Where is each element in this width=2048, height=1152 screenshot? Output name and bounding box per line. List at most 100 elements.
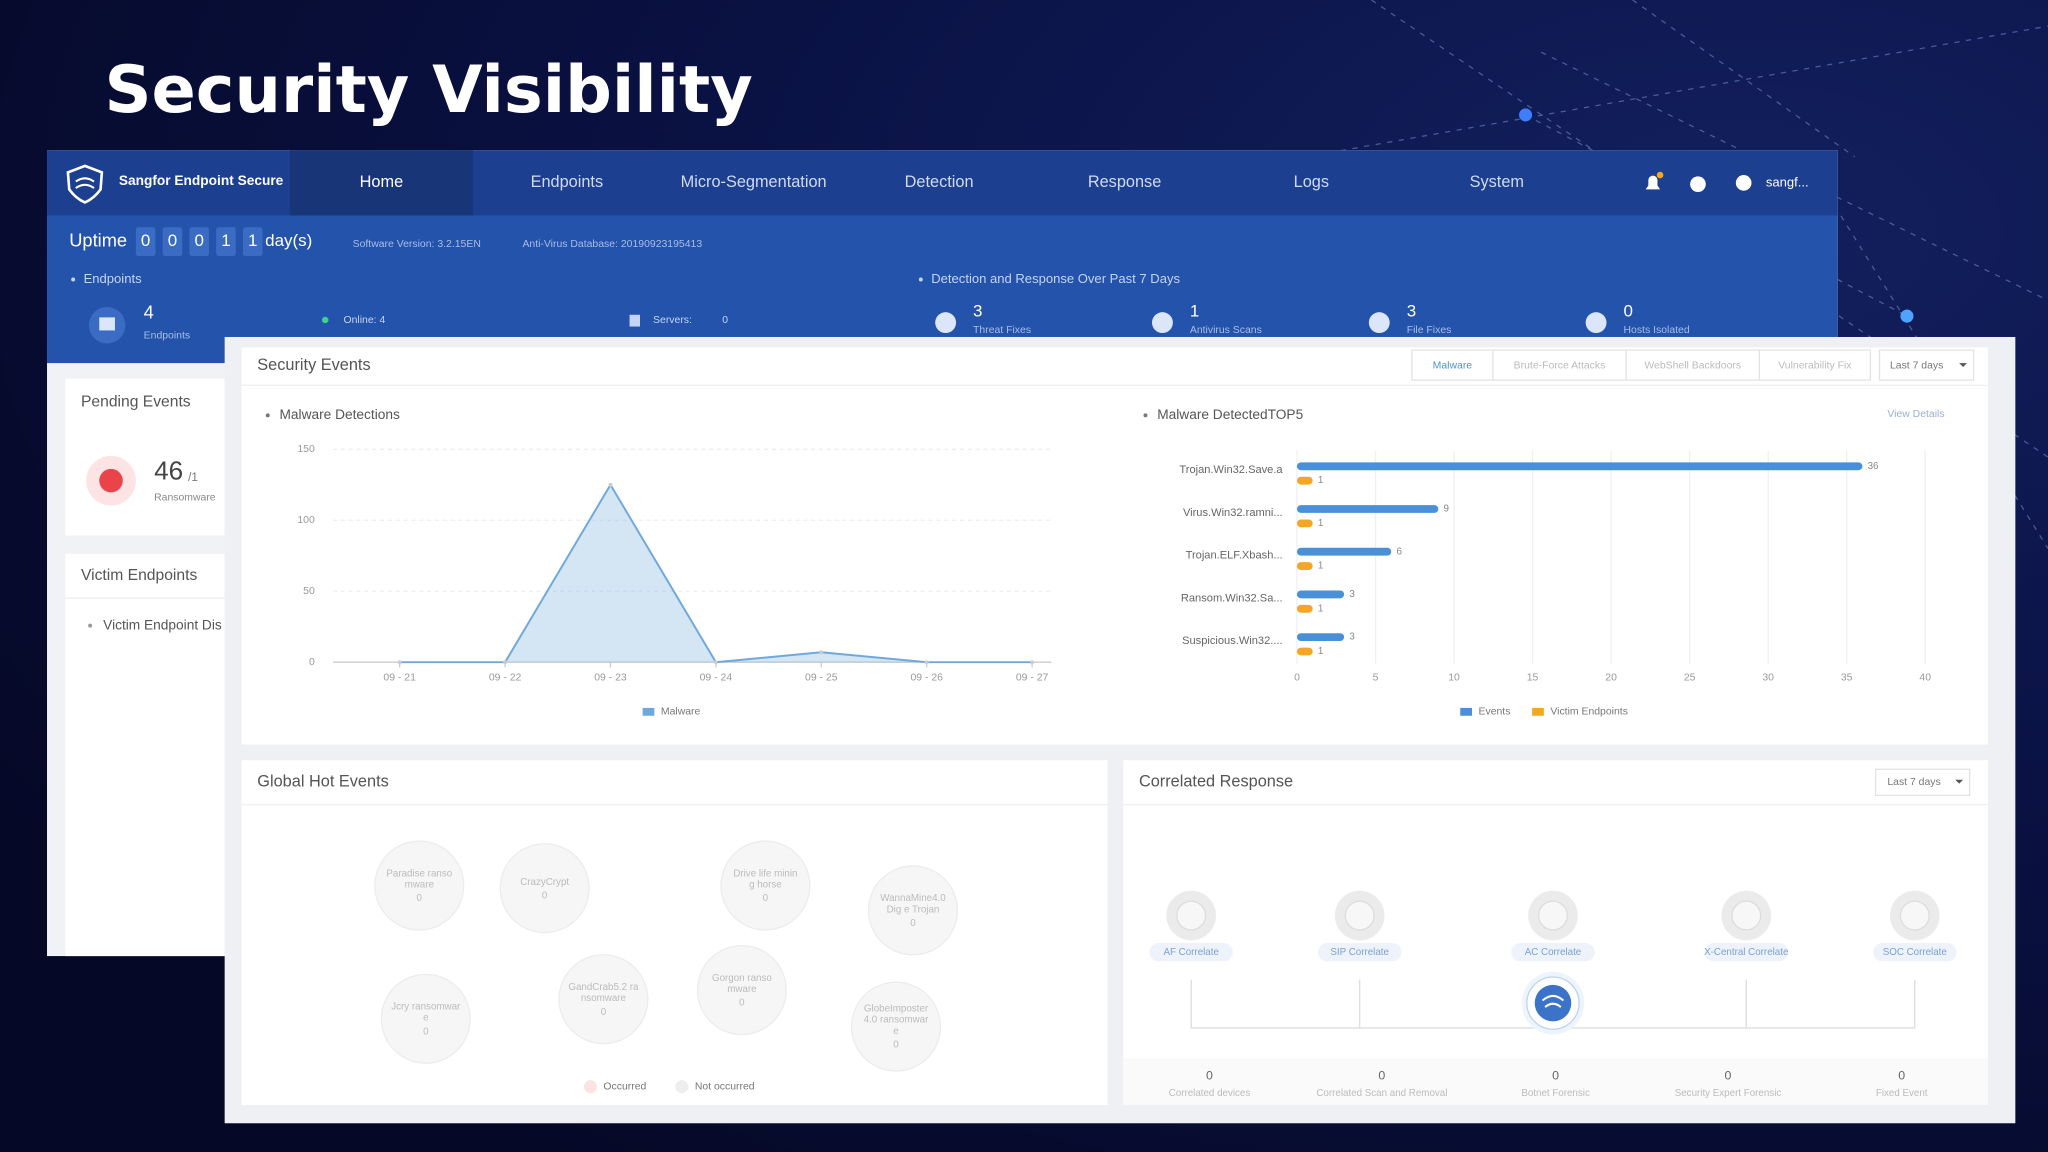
nav-item[interactable]: Logs (1294, 173, 1329, 191)
bar (1296, 590, 1345, 599)
node-icon (1899, 900, 1930, 931)
bar (1296, 519, 1313, 528)
user-name[interactable]: sangf... (1766, 174, 1809, 189)
event-count: 0 (542, 891, 548, 902)
event-name: e (423, 1013, 428, 1024)
event-bubble (499, 843, 590, 934)
dropdown-arrow (1955, 779, 1964, 784)
online-dot (321, 316, 329, 324)
dropdown-text[interactable]: Last 7 days (1887, 777, 1940, 788)
dropdown-text[interactable]: Last 7 days (1890, 360, 1943, 371)
card-title: Correlated Response (1139, 773, 1293, 791)
x-tick-label: 40 (1919, 673, 1931, 684)
event-name: Gorgon ranso (712, 973, 772, 984)
event-name: GlobeImposter (864, 1004, 929, 1015)
node-pill (1872, 943, 1957, 962)
node-icon (1731, 900, 1762, 931)
bar (1296, 604, 1313, 613)
event-name: CrazyCrypt (520, 877, 569, 888)
event-bubble (696, 944, 787, 1036)
x-tick-label: 09 - 22 (489, 673, 522, 684)
logo-inner (75, 177, 95, 189)
event-bubble (558, 954, 649, 1045)
series-point (924, 660, 929, 665)
uptime-label: Uptime (69, 229, 127, 250)
detection-value: 0 (1624, 302, 1633, 321)
legend-dot (675, 1080, 689, 1094)
detection-icon (1368, 312, 1390, 334)
detection-icon (1585, 312, 1607, 334)
x-tick-label: 09 - 21 (383, 673, 416, 684)
uptime-digit-box (242, 227, 263, 256)
event-name: GandCrab5.2 ra (568, 982, 639, 993)
legend-label: Occurred (603, 1081, 646, 1092)
data-label: 36 (1868, 461, 1879, 472)
dropdown (1874, 768, 1971, 797)
legend-label: Not occurred (695, 1081, 755, 1092)
x-tick-label: 10 (1448, 673, 1460, 684)
series-point (1030, 660, 1035, 665)
endpoint-icon-glyph (99, 317, 115, 331)
node-label: AF Correlate (1163, 947, 1218, 958)
node-label: SOC Correlate (1883, 947, 1947, 958)
event-name: mware (405, 879, 434, 890)
event-bubble (380, 973, 471, 1064)
stat-label: Fixed Event (1876, 1088, 1928, 1099)
nav-item[interactable]: Detection (905, 173, 974, 191)
legend-swatch (1460, 707, 1472, 716)
bar (1296, 505, 1439, 513)
card-title: Security Events (257, 356, 370, 374)
uptime-digit: 1 (221, 231, 230, 250)
ransom-icon (99, 468, 123, 493)
event-bubble (867, 865, 959, 956)
x-tick-label: 09 - 24 (700, 673, 733, 684)
bar (1296, 476, 1313, 485)
event-name: 4.0 ransomwar (864, 1015, 929, 1026)
pending-label: Ransomware (154, 492, 216, 503)
glow (1900, 309, 1914, 323)
nav-item[interactable]: Micro-Segmentation (681, 173, 827, 191)
event-count: 0 (910, 918, 916, 929)
uptime-digit-box (135, 227, 156, 256)
uptime-digit: 0 (194, 231, 203, 250)
data-label: 1 (1318, 561, 1323, 572)
tab-group (1411, 349, 1872, 381)
nav-item[interactable]: Endpoints (531, 173, 604, 191)
detection-icon (1152, 312, 1173, 334)
nav-item[interactable]: System (1470, 173, 1524, 191)
legend-swatch (642, 707, 655, 716)
data-label: 6 (1396, 546, 1402, 557)
nav-item[interactable]: Response (1088, 173, 1161, 191)
uptime-digit: 1 (248, 231, 257, 250)
detection-value: 1 (1190, 302, 1199, 321)
series-point (713, 660, 718, 665)
uptime-digit-box (216, 227, 236, 256)
tab[interactable]: Brute-Force Attacks (1514, 360, 1606, 371)
y-tick-label: Trojan.Win32.Save.a (1179, 464, 1283, 476)
data-label: 9 (1444, 504, 1449, 515)
event-name: Jcry ransomwar (391, 1002, 461, 1013)
event-count: 0 (417, 893, 423, 904)
dropdown (1878, 349, 1975, 381)
tab[interactable]: Vulnerability Fix (1778, 360, 1852, 371)
chart-title: Malware Detections (280, 407, 400, 422)
card (241, 760, 1108, 1105)
antivirus-database: Anti-Virus Database: 20190923195413 (522, 239, 702, 250)
event-name: e (893, 1026, 898, 1037)
stats-band (1123, 1057, 1988, 1105)
event-name: nsomware (581, 993, 626, 1004)
servers-label: Servers: (653, 315, 692, 326)
y-tick-label: 50 (303, 586, 315, 597)
nav-item[interactable]: Home (360, 173, 404, 191)
section-title: Detection and Response Over Past 7 Days (931, 271, 1180, 286)
data-label: 1 (1318, 646, 1323, 657)
stat-label: Security Expert Forensic (1675, 1088, 1782, 1099)
bar (1296, 462, 1863, 471)
pending-total: /1 (188, 471, 198, 484)
node-pill (1149, 943, 1233, 962)
view-details[interactable]: View Details (1887, 409, 1944, 420)
series-point (819, 650, 824, 655)
tab[interactable]: WebShell Backdoors (1644, 360, 1741, 371)
tab[interactable]: Malware (1433, 360, 1473, 371)
